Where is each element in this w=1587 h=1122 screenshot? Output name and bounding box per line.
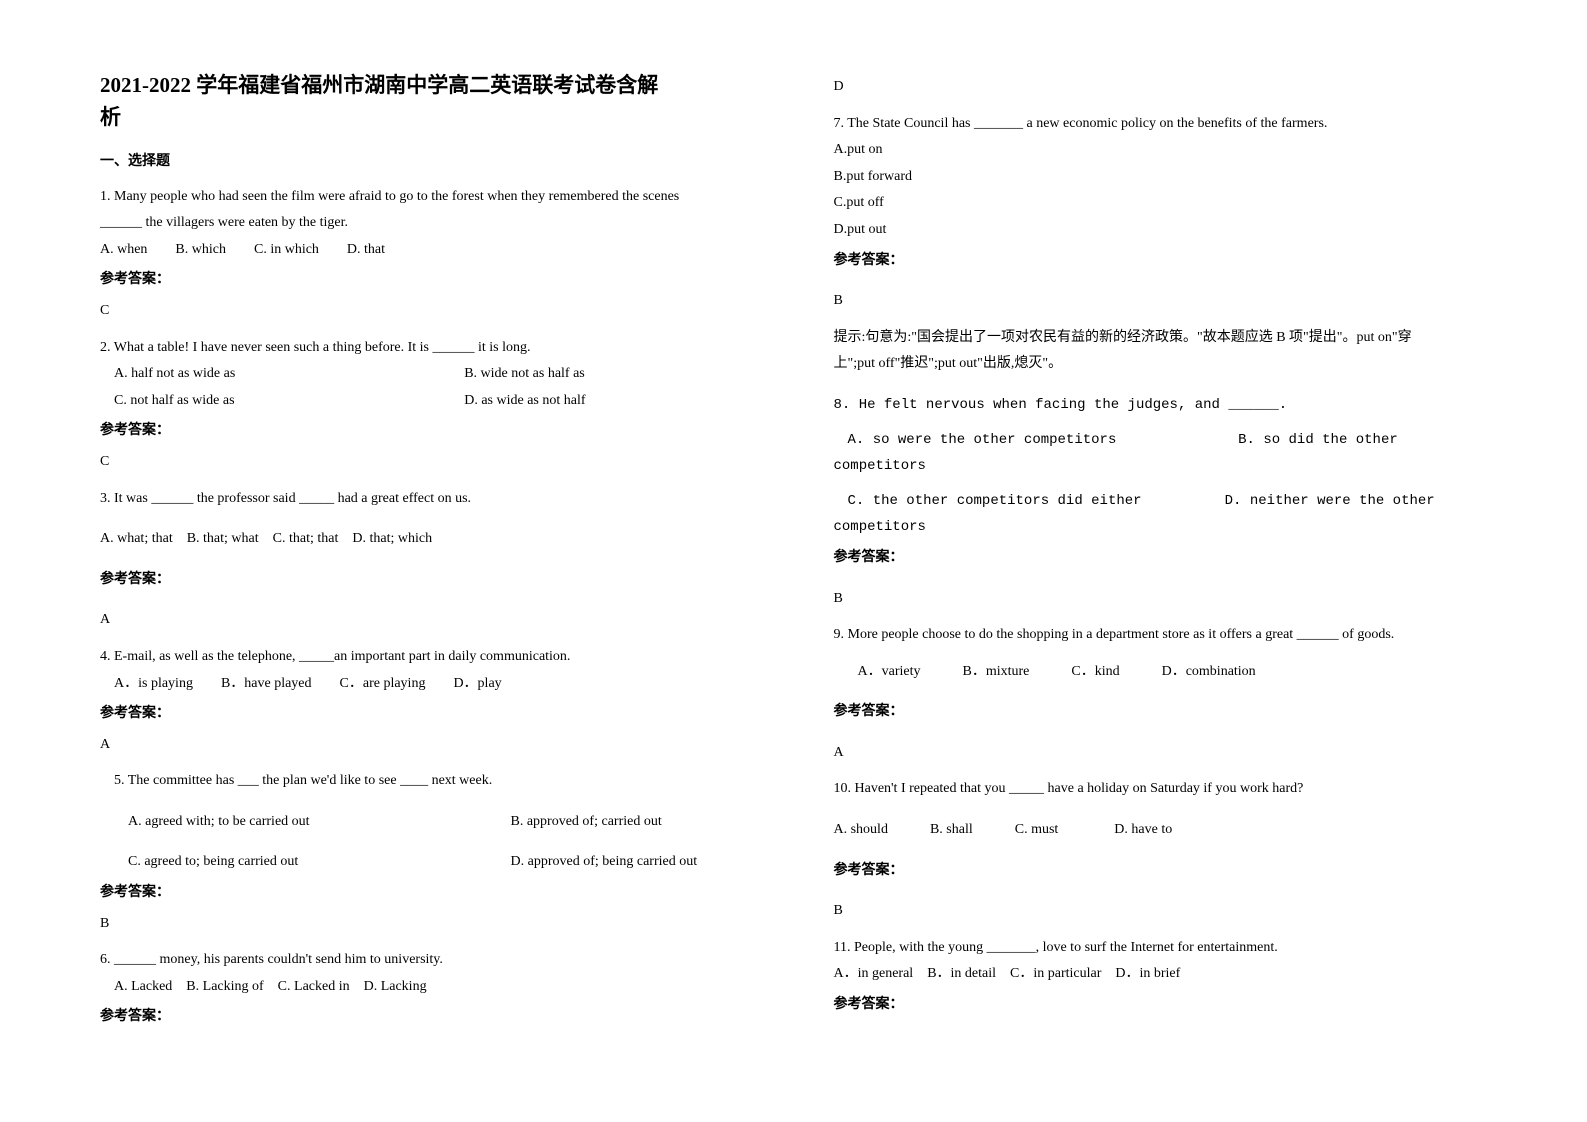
- q10-answer: B: [834, 898, 1508, 925]
- q7-option-c: C.put off: [834, 190, 1508, 217]
- question-11: 11. People, with the young _______, love…: [834, 935, 1508, 988]
- q8-option-b-cont: competitors: [834, 453, 1508, 480]
- q5-text: 5. The committee has ___ the plan we'd l…: [114, 768, 774, 795]
- title-line-2: 析: [100, 105, 121, 129]
- q7-answer-label: 参考答案：: [834, 248, 1508, 275]
- question-1: 1. Many people who had seen the film wer…: [100, 184, 774, 264]
- q9-options: A．variety B．mixture C．kind D．combination: [858, 659, 1508, 686]
- q9-text: 9. More people choose to do the shopping…: [834, 622, 1508, 649]
- question-9: 9. More people choose to do the shopping…: [834, 622, 1508, 685]
- q7-answer: B: [834, 288, 1508, 315]
- q2-option-d: D. as wide as not half: [464, 388, 585, 415]
- q2-option-c: C. not half as wide as: [114, 388, 464, 415]
- q1-text-1: 1. Many people who had seen the film wer…: [100, 184, 774, 211]
- q1-answer: C: [100, 298, 774, 325]
- q6-text: 6. ______ money, his parents couldn't se…: [100, 947, 774, 974]
- q7-explain-1: 提示:句意为:"国会提出了一项对农民有益的新的经济政策。"故本题应选 B 项"提…: [834, 325, 1508, 352]
- exam-title: 2021-2022 学年福建省福州市湖南中学高二英语联考试卷含解 析: [100, 70, 774, 133]
- q7-option-a: A.put on: [834, 137, 1508, 164]
- question-4: 4. E-mail, as well as the telephone, ___…: [100, 644, 774, 697]
- question-8: 8. He felt nervous when facing the judge…: [834, 392, 1508, 541]
- q2-option-a: A. half not as wide as: [114, 361, 464, 388]
- q6-answer: D: [834, 74, 1508, 101]
- q8-answer: B: [834, 586, 1508, 613]
- q3-options: A. what; that B. that; what C. that; tha…: [100, 526, 774, 553]
- q2-option-b: B. wide not as half as: [464, 361, 585, 388]
- q3-answer-label: 参考答案：: [100, 567, 774, 594]
- question-2: 2. What a table! I have never seen such …: [100, 335, 774, 415]
- q7-option-d: D.put out: [834, 217, 1508, 244]
- q7-explain-2: 上";put off"推迟";put out"出版,熄灭"。: [834, 351, 1508, 378]
- q10-text: 10. Haven't I repeated that you _____ ha…: [834, 776, 1508, 803]
- q4-answer-label: 参考答案：: [100, 701, 774, 728]
- q1-options: A. when B. which C. in which D. that: [100, 237, 774, 264]
- q5-answer: B: [100, 911, 774, 938]
- question-7: 7. The State Council has _______ a new e…: [834, 111, 1508, 244]
- left-column: 2021-2022 学年福建省福州市湖南中学高二英语联考试卷含解 析 一、选择题…: [100, 70, 774, 1082]
- section-1-heading: 一、选择题: [100, 149, 774, 176]
- q5-option-a: A. agreed with; to be carried out: [128, 809, 511, 836]
- title-line-1: 2021-2022 学年福建省福州市湖南中学高二英语联考试卷含解: [100, 73, 658, 97]
- q8-option-b: B. so did the other: [1238, 427, 1398, 454]
- question-5: 5. The committee has ___ the plan we'd l…: [114, 768, 774, 876]
- q5-option-c: C. agreed to; being carried out: [128, 849, 511, 876]
- q8-option-d-cont: competitors: [834, 514, 1508, 541]
- right-column: D 7. The State Council has _______ a new…: [834, 70, 1508, 1082]
- q3-text: 3. It was ______ the professor said ____…: [100, 486, 774, 513]
- q10-options: A. should B. shall C. must D. have to: [834, 817, 1508, 844]
- question-6: 6. ______ money, his parents couldn't se…: [100, 947, 774, 1000]
- q6-answer-label: 参考答案：: [100, 1004, 774, 1031]
- question-10: 10. Haven't I repeated that you _____ ha…: [834, 776, 1508, 843]
- q5-option-d: D. approved of; being carried out: [511, 849, 698, 876]
- q11-text: 11. People, with the young _______, love…: [834, 935, 1508, 962]
- q4-text: 4. E-mail, as well as the telephone, ___…: [100, 644, 774, 671]
- q2-answer-label: 参考答案：: [100, 418, 774, 445]
- q2-answer: C: [100, 449, 774, 476]
- q2-text: 2. What a table! I have never seen such …: [100, 335, 774, 362]
- q10-answer-label: 参考答案：: [834, 858, 1508, 885]
- q7-text: 7. The State Council has _______ a new e…: [834, 111, 1508, 138]
- q8-answer-label: 参考答案：: [834, 545, 1508, 572]
- q8-option-d: D. neither were the other: [1225, 488, 1435, 515]
- q11-answer-label: 参考答案：: [834, 992, 1508, 1019]
- q1-answer-label: 参考答案：: [100, 267, 774, 294]
- q4-answer: A: [100, 732, 774, 759]
- q7-option-b: B.put forward: [834, 164, 1508, 191]
- q8-option-a: A. so were the other competitors: [848, 427, 1239, 454]
- q3-answer: A: [100, 607, 774, 634]
- q8-option-c: C. the other competitors did either: [848, 488, 1225, 515]
- q8-text: 8. He felt nervous when facing the judge…: [834, 392, 1508, 419]
- q9-answer: A: [834, 740, 1508, 767]
- q9-answer-label: 参考答案：: [834, 699, 1508, 726]
- question-3: 3. It was ______ the professor said ____…: [100, 486, 774, 553]
- q4-options: A．is playing B．have played C．are playing…: [114, 671, 774, 698]
- q1-text-2: ______ the villagers were eaten by the t…: [100, 210, 774, 237]
- q5-option-b: B. approved of; carried out: [511, 809, 662, 836]
- q6-options: A. Lacked B. Lacking of C. Lacked in D. …: [114, 974, 774, 1001]
- page-container: 2021-2022 学年福建省福州市湖南中学高二英语联考试卷含解 析 一、选择题…: [0, 0, 1587, 1122]
- q5-answer-label: 参考答案：: [100, 880, 774, 907]
- q11-options: A．in general B．in detail C．in particular…: [834, 961, 1508, 988]
